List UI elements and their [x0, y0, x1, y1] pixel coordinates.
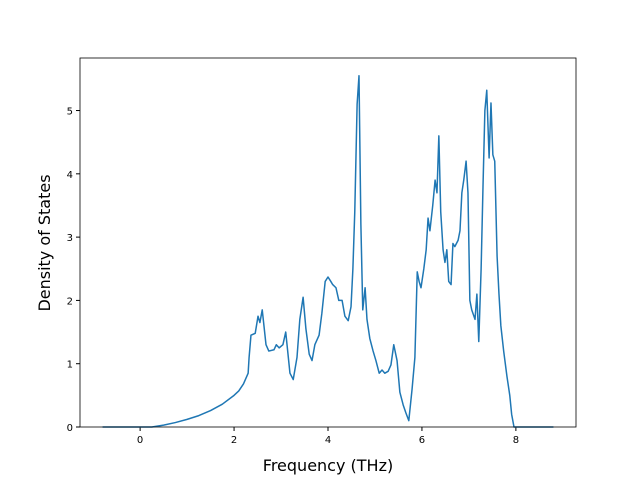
x-tick-label: 4	[325, 435, 331, 446]
x-tick-label: 2	[231, 435, 237, 446]
x-axis-label: Frequency (THz)	[263, 456, 393, 475]
y-tick-label: 4	[67, 170, 73, 181]
y-tick-label: 0	[67, 423, 73, 434]
y-tick-label: 1	[67, 360, 73, 371]
y-tick-label: 2	[67, 296, 73, 307]
y-tick-label: 5	[67, 107, 73, 118]
y-axis-label: Density of States	[35, 174, 54, 311]
y-tick-label: 3	[67, 233, 73, 244]
x-tick-label: 8	[513, 435, 519, 446]
x-tick-label: 0	[137, 435, 143, 446]
x-tick-label: 6	[419, 435, 425, 446]
line-series	[102, 74, 554, 428]
plot-frame	[79, 57, 577, 428]
